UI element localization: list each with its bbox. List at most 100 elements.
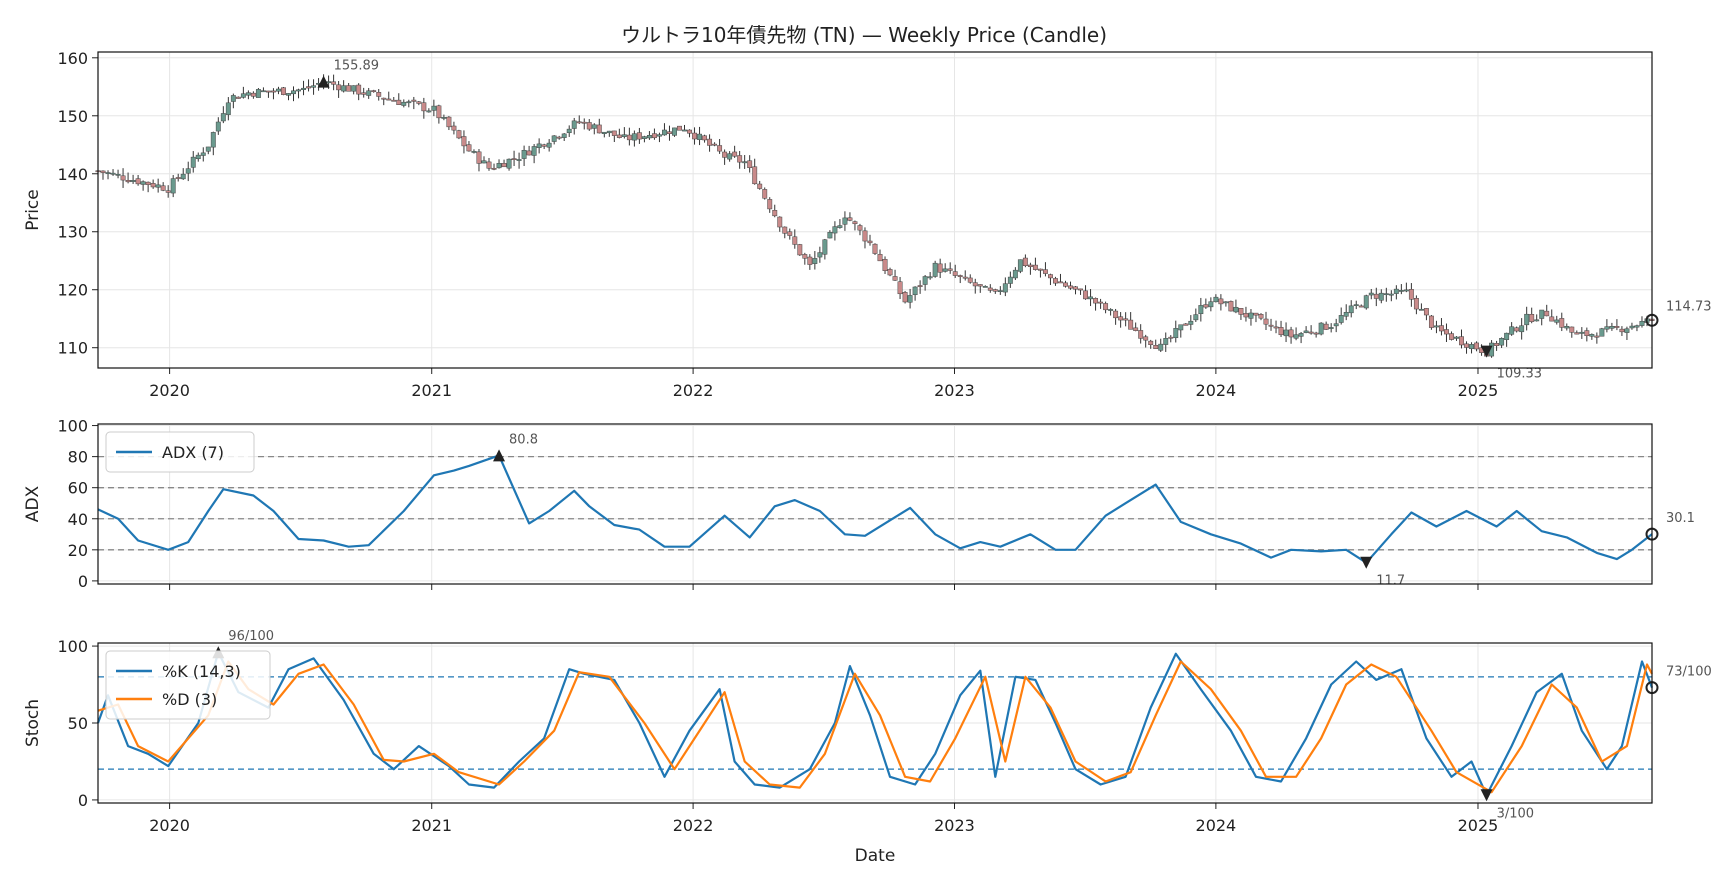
candle-body: [115, 173, 121, 176]
candle-body: [857, 225, 863, 231]
price-min-marker: [1480, 345, 1493, 358]
candle-body: [526, 150, 532, 156]
candle-body: [947, 268, 953, 271]
candle-body: [150, 183, 156, 188]
candle-body: [596, 124, 602, 134]
candle-body: [1088, 296, 1094, 300]
candle-body: [712, 143, 718, 146]
candle-body: [561, 133, 567, 138]
x-tick-label: 2021: [411, 381, 452, 400]
candle-body: [616, 134, 622, 138]
candle-body: [1303, 330, 1309, 333]
candle-body: [952, 271, 958, 276]
candle-body: [631, 133, 637, 141]
candle-body: [391, 99, 397, 102]
candle-body: [220, 113, 226, 122]
candle-body: [832, 226, 838, 234]
candle-body: [536, 143, 542, 148]
candle-body: [125, 180, 131, 183]
candle-body: [1103, 303, 1109, 311]
candle-body: [827, 232, 833, 239]
candle-body: [1368, 292, 1374, 296]
candle-body: [215, 121, 221, 132]
candle-body: [586, 122, 592, 130]
candle-body: [787, 231, 793, 236]
candle-body: [1519, 325, 1525, 333]
candle-body: [531, 146, 537, 156]
candle-body: [411, 99, 417, 102]
candle-body: [1278, 327, 1284, 336]
candle-body: [1383, 293, 1389, 296]
candle-body: [1403, 289, 1409, 292]
candle-body: [1188, 320, 1194, 325]
candle-body: [807, 256, 813, 265]
candle-body: [1408, 289, 1414, 300]
candle-body: [1323, 323, 1329, 330]
y-tick-label: 80: [68, 448, 88, 467]
candle-body: [1398, 290, 1404, 292]
candle-body: [286, 93, 291, 96]
candle-body: [225, 102, 231, 115]
candle-body: [130, 180, 136, 182]
candle-body: [892, 276, 898, 281]
candle-body: [692, 132, 697, 140]
candle-body: [1313, 332, 1319, 335]
candle-body: [1639, 321, 1645, 326]
candle-body: [626, 134, 632, 141]
candle-body: [471, 151, 477, 153]
candle-body: [1223, 301, 1229, 304]
candle-body: [1007, 276, 1013, 284]
candle-body: [1078, 288, 1083, 291]
x-tick-label: 2022: [673, 381, 714, 400]
candle-body: [912, 286, 918, 296]
candle-body: [451, 125, 457, 131]
candle-body: [1193, 314, 1199, 321]
y-tick-label: 100: [57, 637, 88, 656]
legend-label: %K (14,3): [162, 662, 241, 681]
candle-body: [1293, 334, 1299, 339]
legend-box: [105, 650, 271, 720]
y-tick-label: 160: [57, 49, 88, 68]
candle-body: [170, 178, 176, 194]
candle-body: [797, 244, 803, 256]
candle-body: [1068, 285, 1073, 289]
candle-body: [381, 97, 387, 100]
candle-body: [306, 86, 311, 89]
candle-body: [1549, 316, 1555, 322]
candle-body: [1539, 309, 1545, 319]
candle-body: [937, 263, 943, 273]
candle-body: [110, 172, 116, 175]
candle-body: [441, 117, 447, 119]
candle-body: [436, 105, 442, 119]
candle-body: [556, 136, 562, 139]
stoch-panel: 2020 2021 2022 2023 2024 2025 0 50 100 Stoch 96/10…: [23, 629, 1712, 866]
candle-body: [1358, 305, 1364, 308]
candle-body: [1584, 330, 1590, 337]
price-min-annotation: 109.33: [1497, 367, 1543, 382]
candle-body: [922, 276, 928, 285]
price-max-annotation: 155.89: [334, 59, 380, 74]
x-tick-label: 2021: [411, 816, 452, 835]
candle-body: [506, 158, 512, 169]
stoch-max-annotation: 96/100: [228, 629, 274, 644]
candle-body: [331, 81, 337, 85]
candle-body: [180, 173, 186, 180]
candle-body: [1559, 318, 1565, 328]
candle-body: [717, 145, 723, 152]
candle-body: [1083, 290, 1088, 300]
candle-body: [812, 258, 818, 264]
candle-body: [1343, 312, 1349, 317]
candle-body: [997, 290, 1003, 292]
candle-body: [772, 210, 778, 217]
candle-body: [1579, 331, 1585, 334]
candle-body: [882, 259, 888, 271]
candle-body: [651, 133, 657, 139]
candle-body: [1063, 282, 1068, 287]
candle-body: [1158, 343, 1164, 351]
candle-body: [1594, 335, 1600, 338]
candle-body: [867, 240, 873, 244]
candle-body: [752, 166, 758, 185]
candle-body: [255, 89, 261, 98]
candle-body: [732, 151, 738, 157]
